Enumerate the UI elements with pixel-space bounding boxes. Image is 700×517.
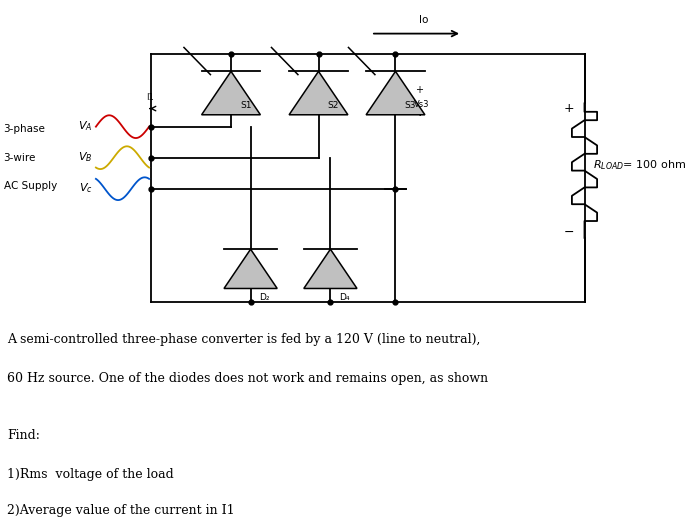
Text: 1)Rms  voltage of the load: 1)Rms voltage of the load <box>7 468 174 481</box>
Text: A semi-controlled three-phase converter is fed by a 120 V (line to neutral),: A semi-controlled three-phase converter … <box>7 333 480 346</box>
Text: Find:: Find: <box>7 429 40 442</box>
Text: S3: S3 <box>405 101 416 111</box>
Polygon shape <box>224 249 277 288</box>
Text: Io: Io <box>419 16 428 25</box>
Text: +: + <box>415 85 423 96</box>
Polygon shape <box>289 71 348 115</box>
Text: +: + <box>564 102 575 115</box>
Text: 3-wire: 3-wire <box>4 153 36 163</box>
Polygon shape <box>366 71 425 115</box>
Text: ·: · <box>417 109 421 123</box>
Polygon shape <box>202 71 260 115</box>
Polygon shape <box>304 249 357 288</box>
Text: D₂: D₂ <box>259 293 270 302</box>
Text: I1: I1 <box>146 94 154 102</box>
Text: −: − <box>564 226 574 239</box>
Text: Vs3: Vs3 <box>414 100 429 109</box>
Text: $R_{LOAD}$= 100 ohm: $R_{LOAD}$= 100 ohm <box>593 159 686 172</box>
Text: $V_c$: $V_c$ <box>78 181 92 194</box>
Text: 2)Average value of the current in I1: 2)Average value of the current in I1 <box>7 504 234 517</box>
Text: D₄: D₄ <box>339 293 349 302</box>
Text: $V_A$: $V_A$ <box>78 119 92 132</box>
Text: 60 Hz source. One of the diodes does not work and remains open, as shown: 60 Hz source. One of the diodes does not… <box>7 372 488 385</box>
Text: AC Supply: AC Supply <box>4 181 57 191</box>
Text: S1: S1 <box>240 101 251 111</box>
Text: 3-phase: 3-phase <box>4 124 46 134</box>
Text: $V_B$: $V_B$ <box>78 150 92 163</box>
Text: S2: S2 <box>328 101 339 111</box>
